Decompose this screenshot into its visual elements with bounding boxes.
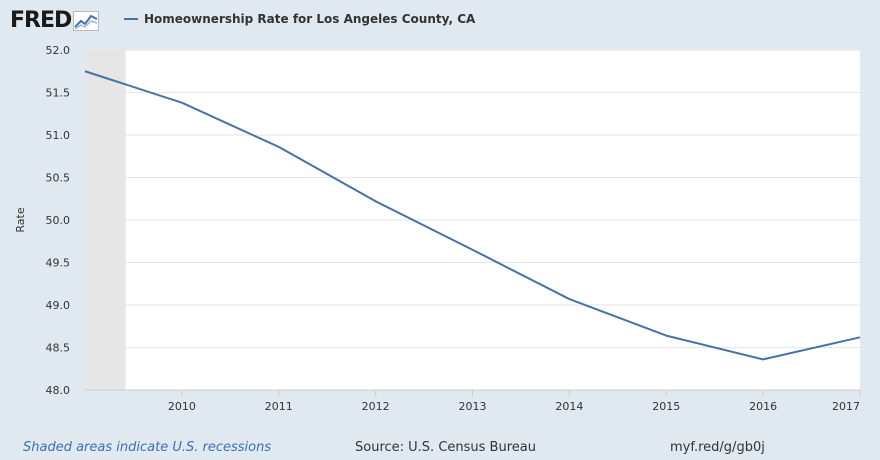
y-tick-label: 51.5 (46, 87, 71, 100)
line-graph-icon (73, 10, 100, 31)
y-tick-label: 51.0 (46, 129, 71, 142)
y-tick-label: 49.0 (46, 299, 71, 312)
x-tick-label: 2016 (749, 400, 777, 413)
fred-logo[interactable]: FRED (10, 8, 100, 33)
x-tick-label: 2013 (459, 400, 487, 413)
data-point (375, 200, 377, 202)
data-point (568, 298, 570, 300)
data-point (278, 146, 280, 148)
legend-label: Homeownership Rate for Los Angeles Count… (144, 12, 476, 26)
data-point (472, 249, 474, 251)
x-tick-label: 2014 (555, 400, 583, 413)
recession-note: Shaded areas indicate U.S. recessions (23, 440, 272, 455)
source-note: Source: U.S. Census Bureau (355, 440, 536, 455)
y-tick-label: 50.0 (46, 214, 71, 227)
data-point (762, 358, 764, 360)
y-tick-label: 49.5 (46, 257, 71, 270)
data-point (181, 102, 183, 104)
x-tick-label: 2015 (652, 400, 680, 413)
y-tick-label: 48.0 (46, 384, 71, 397)
line-chart: 48.0 48.5 49.0 49.5 50.0 50.5 51.0 51.5 52.0 2010… (14, 44, 861, 413)
chart-legend: Homeownership Rate for Los Angeles Count… (124, 12, 475, 26)
logo-text: FRED (10, 8, 72, 33)
data-point (84, 70, 86, 72)
series-line-0 (84, 70, 861, 361)
y-tick-label: 48.5 (46, 342, 71, 355)
y-tick-label: 52.0 (46, 44, 71, 57)
data-point (665, 335, 667, 337)
x-tick-label: 2012 (362, 400, 390, 413)
x-tick-label: 2010 (168, 400, 196, 413)
x-tick-label: 2011 (265, 400, 293, 413)
y-tick-label: 50.5 (46, 172, 71, 185)
legend-swatch (124, 18, 138, 20)
short-link[interactable]: myf.red/g/gb0j (670, 440, 765, 455)
x-tick-label: 2017 (832, 400, 860, 413)
data-point (859, 336, 861, 338)
y-axis-label: Rate (14, 207, 27, 232)
